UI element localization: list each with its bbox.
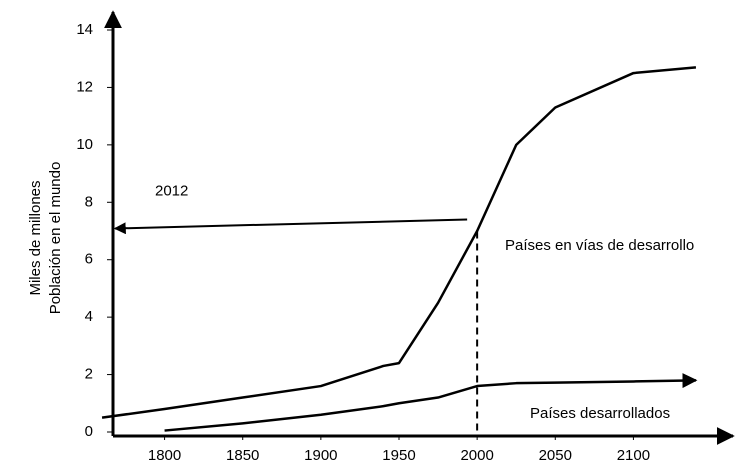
y-label-line: Miles de millones <box>27 180 44 295</box>
x-tick-label: 1950 <box>382 447 415 464</box>
y-tick-label: 0 <box>85 423 93 440</box>
annotation-label: 2012 <box>155 182 188 199</box>
y-tick-label: 12 <box>76 78 93 95</box>
x-tick-label: 1900 <box>304 447 337 464</box>
x-tick-label: 2000 <box>460 447 493 464</box>
series-label: Países desarrollados <box>530 405 670 422</box>
y-tick-label: 6 <box>85 251 93 268</box>
y-tick-label: 8 <box>85 193 93 210</box>
y-tick-label: 14 <box>76 21 93 38</box>
series-line <box>164 373 698 432</box>
x-tick-label: 2050 <box>539 447 572 464</box>
series-label: Países en vías de desarrollo <box>505 237 694 254</box>
annotation-arrow <box>113 218 468 235</box>
y-label-line: Población en el mundo <box>47 162 64 315</box>
x-tick-label: 1850 <box>226 447 259 464</box>
x-tick-label: 2100 <box>617 447 650 464</box>
y-tick-label: 2 <box>85 366 93 383</box>
y-label: Miles de millones Población en el mundo <box>27 162 64 315</box>
x-tick-label: 1800 <box>148 447 181 464</box>
y-tick-label: 10 <box>76 136 93 153</box>
y-tick-label: 4 <box>85 308 93 325</box>
series-line <box>101 66 697 419</box>
